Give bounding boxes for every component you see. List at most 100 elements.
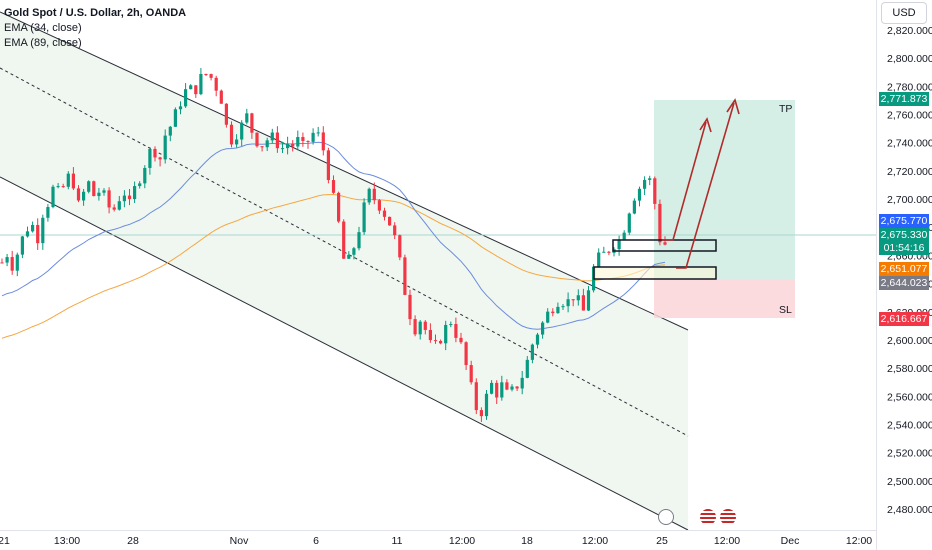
time-axis-separator: [0, 530, 876, 531]
candle-body: [388, 216, 392, 226]
candle-body: [469, 365, 473, 383]
candle-body: [464, 342, 468, 366]
x-tick-label: 13:00: [54, 535, 80, 547]
candle-body: [479, 410, 483, 417]
ema34-line: [1, 141, 666, 330]
candle-body: [337, 192, 341, 222]
candle-body: [189, 85, 193, 90]
channel-upper-line: [0, 11, 689, 331]
candle-body: [112, 207, 116, 210]
chart-legend: Gold Spot / U.S. Dollar, 2h, OANDA EMA (…: [4, 6, 186, 51]
y-tick-label: 2,600.000: [887, 335, 932, 347]
candle-body: [291, 143, 295, 147]
ema34-legend[interactable]: EMA (34, close): [4, 22, 82, 34]
candle-body: [235, 139, 239, 145]
candle-body: [265, 140, 269, 148]
candle-body: [556, 306, 560, 314]
y-tick-label: 2,480.000: [887, 504, 932, 516]
candle-body: [663, 242, 667, 245]
price-axis-separator: [876, 0, 877, 550]
candle-body: [632, 200, 636, 214]
candle-body: [541, 322, 545, 335]
candle-body: [530, 344, 534, 360]
symbol-title[interactable]: Gold Spot / U.S. Dollar, 2h, OANDA: [4, 7, 187, 19]
candle-body: [520, 377, 524, 389]
y-tick-label: 2,760.000: [887, 110, 932, 122]
ema34-path: [1, 141, 666, 330]
sl-price-tag: 2,616.667: [879, 312, 929, 326]
candle-body: [87, 181, 91, 192]
candle-body: [102, 190, 106, 193]
candle-body: [576, 295, 580, 301]
ema89-path: [1, 193, 666, 339]
candle-body: [617, 239, 621, 250]
candle-body: [561, 306, 565, 308]
candle-body: [168, 126, 172, 136]
candle-body: [260, 146, 264, 148]
stop-loss-zone[interactable]: [654, 280, 795, 318]
candle-body: [377, 200, 381, 211]
candle-body: [224, 103, 228, 125]
take-profit-zone[interactable]: [654, 100, 795, 280]
candle-body: [510, 386, 514, 390]
candle-body: [97, 192, 101, 197]
event-icon-us-flag[interactable]: [700, 509, 716, 525]
candle-body: [301, 137, 305, 141]
candle-body: [505, 382, 509, 390]
candle-body: [36, 224, 40, 244]
candle-body: [10, 257, 14, 271]
sl-annotation: SL: [779, 304, 792, 316]
candle-body: [255, 132, 259, 147]
x-tick-label: 12:00: [714, 535, 740, 547]
candle-body: [270, 132, 274, 141]
candle-body: [306, 140, 310, 142]
candle-body: [347, 254, 351, 259]
bid-price-tag: 2,675.330: [879, 228, 929, 242]
candle-body: [326, 150, 330, 181]
candle-body: [280, 148, 285, 150]
candle-body: [428, 329, 432, 341]
candle-body: [204, 73, 208, 75]
ema34-price-tag: 2,644.023: [879, 276, 929, 290]
candle-body: [46, 207, 50, 218]
projection-arrows: [662, 98, 740, 269]
candle-body: [122, 195, 126, 202]
event-icon-us-flag-2[interactable]: [720, 509, 736, 525]
last-price-tag: 2,675.770: [879, 214, 929, 228]
currency-button[interactable]: USD: [881, 2, 927, 24]
candle-body: [117, 201, 121, 210]
x-tick-label: 6: [313, 535, 319, 547]
candle-body: [286, 143, 290, 149]
candle-body: [500, 382, 504, 398]
candle-body: [51, 186, 55, 208]
candle-body: [61, 186, 65, 188]
candle-body: [403, 257, 407, 295]
x-tick-label: 12:00: [449, 535, 475, 547]
candle-body: [76, 188, 81, 201]
candle-body: [316, 132, 320, 134]
candle-body: [566, 299, 570, 307]
candle-body: [214, 77, 218, 91]
y-tick-label: 2,540.000: [887, 419, 932, 431]
candle-body: [627, 213, 631, 233]
candle-body: [245, 113, 249, 123]
candle-body: [643, 179, 647, 189]
candle-body: [163, 135, 167, 160]
candle-body: [535, 334, 540, 345]
candle-body: [331, 180, 336, 193]
ema89-legend[interactable]: EMA (89, close): [4, 37, 82, 49]
candle-body: [178, 106, 183, 110]
candle-body: [367, 188, 371, 203]
entry-box-lower[interactable]: [593, 266, 717, 280]
candle-body: [607, 251, 611, 253]
candle-body: [433, 340, 438, 342]
countdown-tag: 01:54:16: [879, 241, 929, 255]
candle-body: [653, 178, 657, 204]
candle-body: [311, 132, 315, 142]
candle-body: [586, 290, 591, 311]
event-icon-lightning[interactable]: [658, 509, 674, 525]
y-tick-label: 2,740.000: [887, 138, 932, 150]
candle-body: [219, 90, 223, 104]
time-axis[interactable]: 21 13:00 28 Nov 6 11 12:00 18 12:00 25 12:00 Dec 12:…: [0, 535, 872, 547]
